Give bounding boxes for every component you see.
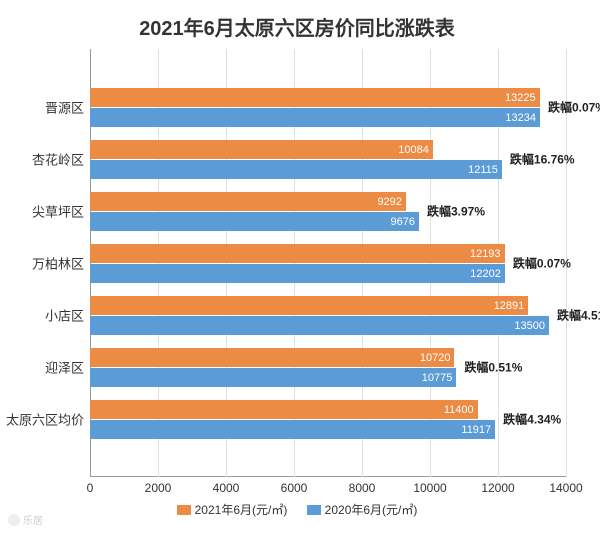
category-label: 尖草坪区: [32, 202, 90, 221]
bar-value-label: 12115: [468, 164, 498, 176]
x-tick-label: 0: [87, 481, 94, 495]
x-tick-label: 10000: [413, 481, 446, 495]
delta-label: 跌幅3.97%: [427, 203, 485, 220]
category-label: 万柏林区: [32, 254, 90, 273]
x-tick-label: 6000: [281, 481, 308, 495]
bar-value-label: 9292: [377, 196, 401, 208]
delta-label: 跌幅4.34%: [503, 411, 561, 428]
bar-2021: 12891: [90, 296, 528, 315]
watermark-icon: [8, 514, 20, 526]
bar-group: 迎泽区1072010775跌幅0.51%: [90, 341, 566, 393]
x-axis: [90, 476, 566, 477]
delta-label: 跌幅16.76%: [510, 151, 575, 168]
watermark-label: 乐居: [23, 512, 43, 527]
bar-value-label: 12202: [470, 268, 501, 280]
bar-2020: 12202: [90, 264, 505, 283]
delta-label: 跌幅0.51%: [464, 359, 522, 376]
x-tick-label: 14000: [549, 481, 582, 495]
bar-value-label: 12193: [470, 248, 501, 260]
bar-group: 杏花岭区1008412115跌幅16.76%: [90, 133, 566, 185]
category-label: 迎泽区: [45, 358, 90, 377]
bar-2021: 9292: [90, 192, 406, 211]
legend-label-0: 2021年6月(元/㎡): [195, 501, 288, 518]
bar-2021: 10084: [90, 140, 433, 159]
bar-value-label: 10720: [420, 352, 451, 364]
x-tick-label: 2000: [145, 481, 172, 495]
x-tick-label: 4000: [213, 481, 240, 495]
bar-2020: 9676: [90, 212, 419, 231]
bar-group: 晋源区1322513234跌幅0.07%: [90, 81, 566, 133]
bar-2021: 10720: [90, 348, 454, 367]
bar-value-label: 13225: [505, 92, 536, 104]
bar-2020: 10775: [90, 368, 456, 387]
bar-value-label: 11917: [461, 424, 491, 436]
x-tick-label: 8000: [349, 481, 376, 495]
category-label: 太原六区均价: [6, 410, 90, 429]
legend-label-1: 2020年6月(元/㎡): [325, 501, 418, 518]
bar-2020: 13500: [90, 316, 549, 335]
watermark: 乐居: [8, 512, 43, 527]
bar-2020: 13234: [90, 108, 540, 127]
bar-2021: 12193: [90, 244, 505, 263]
bar-group: 太原六区均价1140011917跌幅4.34%: [90, 393, 566, 445]
bar-group: 小店区1289113500跌幅4.51%: [90, 289, 566, 341]
bar-2021: 13225: [90, 88, 540, 107]
delta-label: 跌幅0.07%: [548, 99, 600, 116]
bar-value-label: 13234: [505, 112, 536, 124]
bar-group: 尖草坪区92929676跌幅3.97%: [90, 185, 566, 237]
bar-value-label: 10084: [398, 144, 429, 156]
delta-label: 跌幅0.07%: [513, 255, 571, 272]
bar-2020: 12115: [90, 160, 502, 179]
legend-item-series-1: 2020年6月(元/㎡): [307, 501, 418, 518]
chart-container: 2021年6月太原六区房价同比涨跌表 020004000600080001000…: [0, 0, 600, 533]
category-label: 小店区: [45, 306, 90, 325]
bar-value-label: 12891: [494, 300, 525, 312]
bar-group: 万柏林区1219312202跌幅0.07%: [90, 237, 566, 289]
category-label: 晋源区: [45, 98, 90, 117]
bar-2020: 11917: [90, 420, 495, 439]
legend-swatch-1: [307, 505, 321, 515]
legend-swatch-0: [177, 505, 191, 515]
bar-value-label: 9676: [390, 216, 414, 228]
bar-value-label: 11400: [444, 404, 474, 416]
plot-area: 02000400060008000100001200014000晋源区13225…: [90, 49, 566, 477]
delta-label: 跌幅4.51%: [557, 307, 600, 324]
bar-2021: 11400: [90, 400, 478, 419]
chart-title: 2021年6月太原六区房价同比涨跌表: [12, 12, 582, 41]
category-label: 杏花岭区: [32, 150, 90, 169]
legend-item-series-0: 2021年6月(元/㎡): [177, 501, 288, 518]
x-tick-label: 12000: [481, 481, 514, 495]
legend: 2021年6月(元/㎡) 2020年6月(元/㎡): [12, 501, 582, 518]
bar-value-label: 10775: [422, 372, 453, 384]
bar-value-label: 13500: [514, 320, 545, 332]
